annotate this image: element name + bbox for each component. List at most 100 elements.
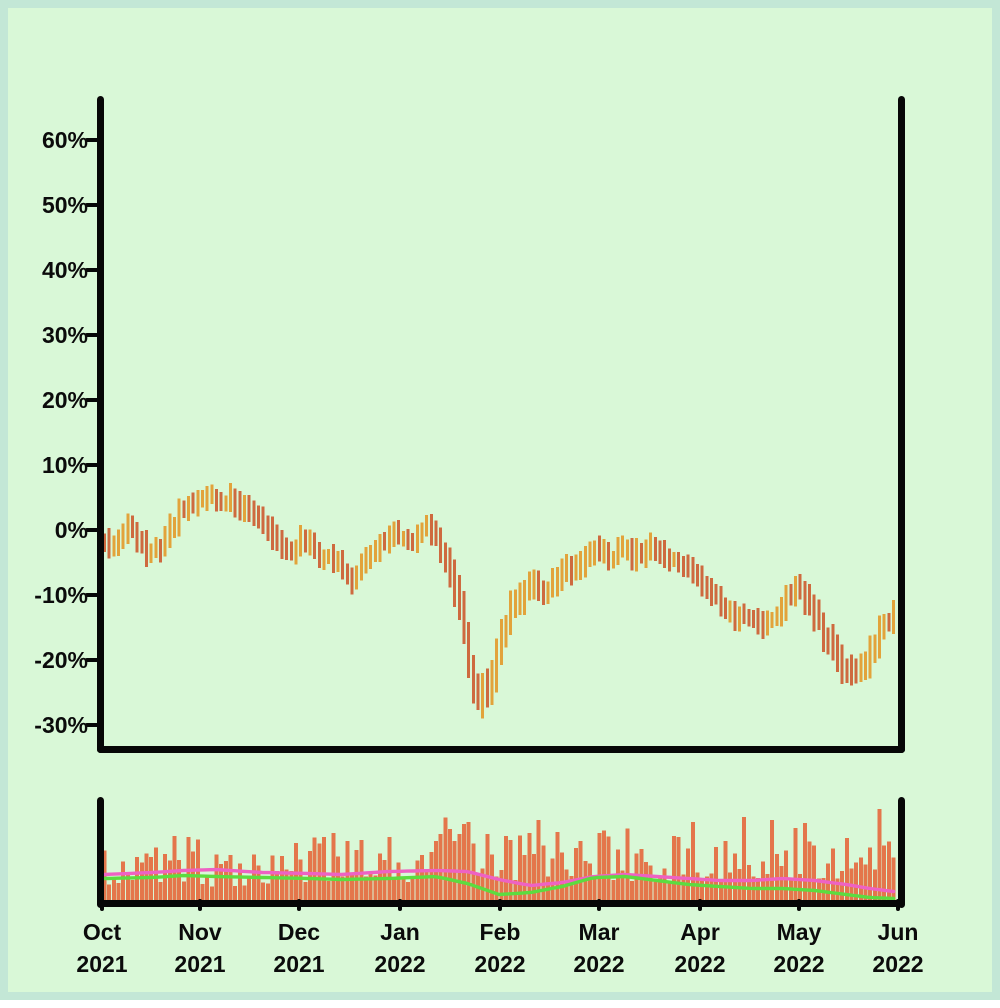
x-tick-month: Apr xyxy=(680,919,720,945)
price-bar xyxy=(359,553,363,581)
volume-ma-pink xyxy=(102,867,896,894)
price-bar xyxy=(257,505,261,529)
price-bar xyxy=(373,539,377,563)
volume-bar xyxy=(793,827,798,900)
volume-bar xyxy=(363,876,368,900)
volume-bar xyxy=(686,848,691,900)
price-bar xyxy=(873,634,877,664)
price-bar xyxy=(481,673,485,719)
volume-bar xyxy=(410,877,415,900)
price-bars-layer xyxy=(103,483,895,719)
volume-bar xyxy=(858,857,863,900)
price-bar xyxy=(229,483,233,512)
volume-bar xyxy=(536,820,541,900)
price-bar xyxy=(266,515,270,542)
volume-bar xyxy=(854,862,859,900)
x-tick-mark xyxy=(796,899,802,911)
price-bar xyxy=(369,544,373,569)
y-tick-mark xyxy=(85,202,100,208)
volume-bar xyxy=(405,881,410,900)
price-bar xyxy=(145,529,149,568)
volume-bar xyxy=(844,837,849,900)
price-bar xyxy=(313,532,317,559)
price-bar xyxy=(448,547,452,588)
volume-bar xyxy=(863,864,868,900)
volume-bar xyxy=(312,837,317,900)
price-bar xyxy=(761,610,765,639)
price-bar xyxy=(355,565,359,590)
volume-left-spine xyxy=(97,797,104,908)
y-tick-label: 60% xyxy=(41,127,88,153)
volume-bar xyxy=(779,865,784,900)
volume-bar xyxy=(107,884,112,900)
price-bar xyxy=(205,486,209,512)
price-bar xyxy=(523,580,527,616)
price-bar xyxy=(807,584,811,616)
volume-bar xyxy=(835,878,840,900)
price-bar xyxy=(569,556,573,586)
volume-bar xyxy=(125,874,130,900)
volume-bar xyxy=(293,842,298,900)
x-tick-mark xyxy=(497,899,503,911)
price-bar xyxy=(168,513,172,549)
volume-bar xyxy=(349,872,354,900)
volume-bar xyxy=(485,834,490,900)
volume-bar xyxy=(200,883,205,900)
x-tick-year: 2022 xyxy=(674,951,726,977)
volume-bar xyxy=(532,854,537,900)
volume-bar xyxy=(368,873,373,900)
x-tick-month: Jan xyxy=(380,919,420,945)
price-bar xyxy=(775,606,779,627)
volume-bar xyxy=(158,881,163,900)
x-tick-month: Nov xyxy=(178,919,222,945)
price-bar xyxy=(280,530,284,560)
volume-bar xyxy=(167,860,172,900)
x-tick-mark xyxy=(697,899,703,911)
price-bar xyxy=(471,654,475,704)
volume-bar xyxy=(508,839,513,900)
volume-bar xyxy=(662,868,667,900)
price-bar xyxy=(579,550,583,580)
price-bar xyxy=(723,597,727,620)
x-tick-label: Apr 2022 xyxy=(645,916,755,980)
volume-ma-lines-layer xyxy=(102,867,896,901)
x-tick-year: 2022 xyxy=(773,951,825,977)
volume-bar xyxy=(830,848,835,900)
price-bar xyxy=(191,492,195,514)
price-bar xyxy=(261,506,265,535)
chart-canvas xyxy=(102,483,896,901)
price-bar xyxy=(588,541,592,567)
volume-bar xyxy=(480,868,485,900)
price-bar xyxy=(681,555,685,577)
volume-bar xyxy=(882,845,887,900)
volume-bar xyxy=(886,841,891,900)
volume-bar xyxy=(172,836,177,900)
volume-bar xyxy=(774,854,779,900)
x-tick-month: May xyxy=(776,919,822,945)
price-bar xyxy=(845,658,849,683)
volume-bar xyxy=(387,837,392,900)
volume-bar xyxy=(877,809,882,900)
volume-bar xyxy=(802,822,807,900)
price-bar xyxy=(406,528,410,551)
volume-bar xyxy=(891,857,896,900)
price-bar xyxy=(103,533,106,552)
price-bar xyxy=(173,516,177,539)
price-bar xyxy=(686,554,690,578)
y-tick-label: 50% xyxy=(41,192,88,218)
price-bar xyxy=(271,516,275,550)
x-tick-month: Dec xyxy=(277,919,321,945)
x-tick-month: Feb xyxy=(479,919,521,945)
price-bar xyxy=(401,530,405,547)
volume-bar xyxy=(681,874,686,900)
volume-bar xyxy=(821,877,826,900)
x-tick-label: Mar 2022 xyxy=(544,916,654,980)
y-tick-label: 0% xyxy=(54,517,88,543)
price-bar xyxy=(285,537,289,560)
price-bar xyxy=(364,547,368,574)
volume-bar xyxy=(396,862,401,900)
volume-bar xyxy=(602,830,607,900)
volume-bar xyxy=(518,835,523,900)
volume-bar xyxy=(723,840,728,900)
price-bar xyxy=(289,541,293,561)
